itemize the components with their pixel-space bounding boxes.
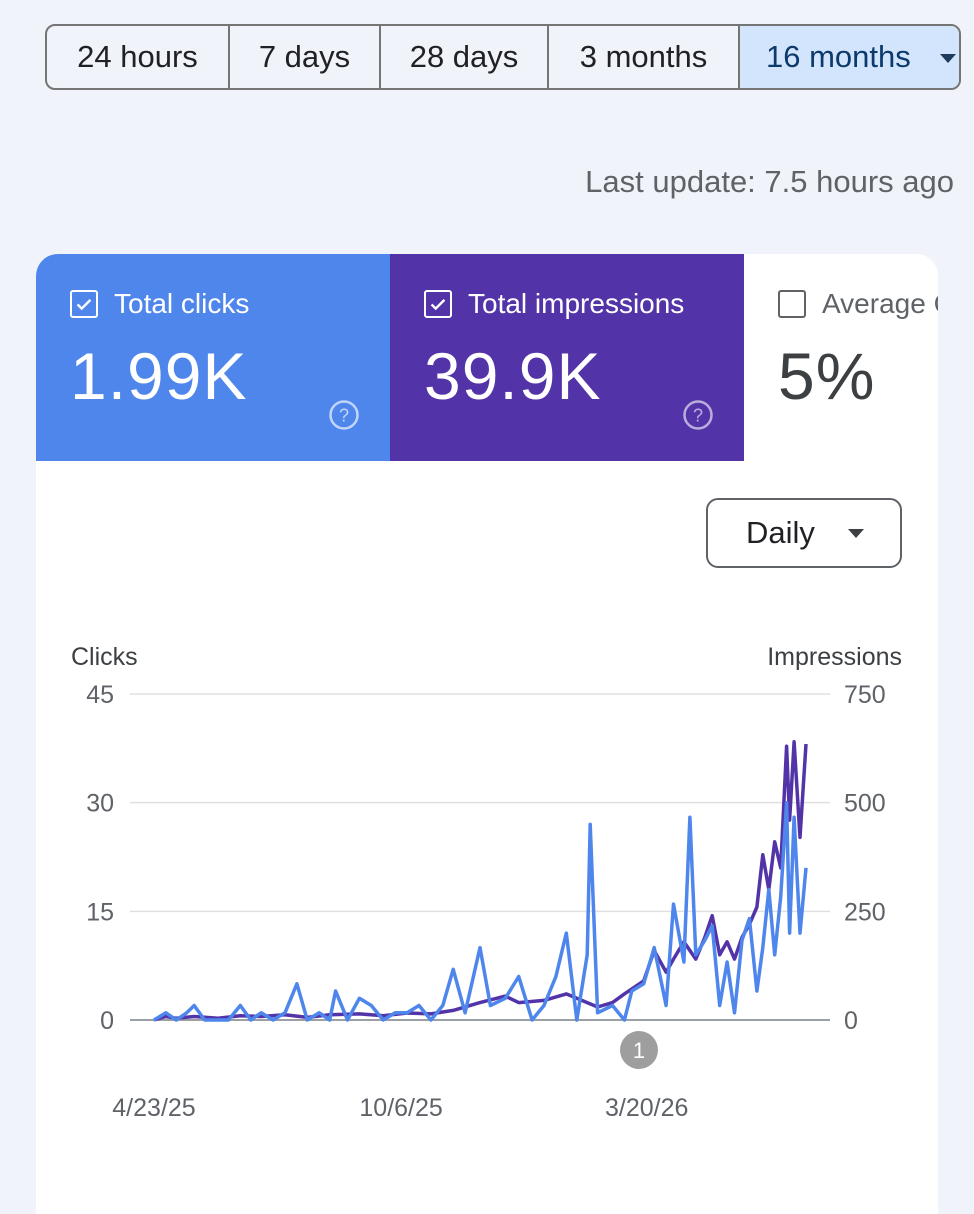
svg-text:?: ? <box>339 406 349 426</box>
annotation-badge[interactable]: 1 <box>620 1031 658 1069</box>
chevron-down-icon[interactable] <box>940 54 956 63</box>
metric-label: Average CTR <box>822 288 938 319</box>
annotation-badge-label: 1 <box>633 1038 645 1063</box>
range-16-months[interactable]: 16 months <box>740 26 959 88</box>
right-tick-label: 250 <box>844 898 886 926</box>
range-28-days[interactable]: 28 days <box>381 26 549 88</box>
left-tick-label: 15 <box>86 898 114 926</box>
metric-label: Total impressions <box>468 288 685 319</box>
date-range-selector: 24 hours 7 days 28 days 3 months 16 mont… <box>45 24 961 90</box>
x-tick-label: 10/6/25 <box>359 1094 442 1122</box>
checkbox-checked-icon[interactable] <box>424 290 452 318</box>
svg-text:?: ? <box>693 406 703 426</box>
metric-value: 1.99K <box>70 339 248 413</box>
range-7-days[interactable]: 7 days <box>230 26 381 88</box>
left-tick-label: 45 <box>86 681 114 709</box>
performance-chart: Clicks Impressions 45 30 15 0 750 500 250 0 4/2… <box>71 643 902 1122</box>
metric-average-ctr[interactable]: Average CTR 5% <box>744 254 938 461</box>
metric-label: Total clicks <box>114 288 250 319</box>
series-line-clicks <box>153 800 808 1022</box>
metric-value: 5% <box>778 339 876 413</box>
left-tick-label: 30 <box>86 790 114 818</box>
last-update-text: Last update: 7.5 hours ago <box>585 164 954 199</box>
right-tick-label: 0 <box>844 1007 858 1035</box>
right-axis-title: Impressions <box>767 643 902 671</box>
checkbox-unchecked-icon[interactable] <box>778 290 806 318</box>
metric-total-clicks[interactable]: Total clicks 1.99K ? <box>36 254 390 461</box>
range-3-months[interactable]: 3 months <box>549 26 740 88</box>
help-icon[interactable]: ? <box>328 399 360 431</box>
checkbox-checked-icon[interactable] <box>70 290 98 318</box>
x-tick-label: 4/23/25 <box>112 1094 195 1122</box>
help-icon[interactable]: ? <box>682 399 714 431</box>
granularity-dropdown[interactable]: Daily <box>706 498 902 568</box>
range-16-months-label: 16 months <box>766 39 911 74</box>
range-24-hours[interactable]: 24 hours <box>47 26 230 88</box>
left-axis-title: Clicks <box>71 643 138 671</box>
left-tick-label: 0 <box>100 1007 114 1035</box>
series-line-impressions <box>153 740 808 1022</box>
x-tick-label: 3/20/26 <box>605 1094 688 1122</box>
performance-card: Total clicks 1.99K ? Total impressions 3… <box>36 254 938 1214</box>
metric-value: 39.9K <box>424 339 602 413</box>
granularity-label: Daily <box>746 515 815 550</box>
right-tick-label: 500 <box>844 790 886 818</box>
metric-total-impressions[interactable]: Total impressions 39.9K ? <box>390 254 744 461</box>
right-tick-label: 750 <box>844 681 886 709</box>
chevron-down-icon[interactable] <box>848 529 864 538</box>
